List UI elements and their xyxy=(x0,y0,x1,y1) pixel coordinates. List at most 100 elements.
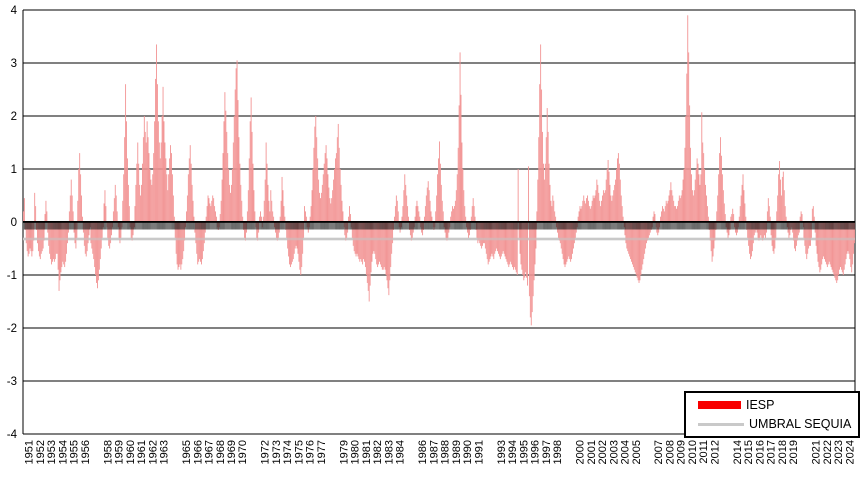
iesp-bar xyxy=(206,206,208,222)
month-tick xyxy=(799,222,801,230)
iesp-bar xyxy=(680,195,682,222)
month-tick xyxy=(189,222,191,230)
month-tick xyxy=(62,222,63,230)
x-axis-year-label: 1975 xyxy=(294,440,306,464)
iesp-bar xyxy=(553,200,555,222)
iesp-bar xyxy=(610,195,612,222)
month-tick xyxy=(764,222,765,230)
iesp-bar xyxy=(380,222,382,268)
iesp-bar xyxy=(462,169,464,222)
month-tick xyxy=(99,222,101,230)
month-tick xyxy=(551,222,552,230)
iesp-bar xyxy=(125,84,127,222)
month-tick xyxy=(565,222,567,230)
iesp-bar xyxy=(697,163,699,222)
iesp-bar xyxy=(771,222,773,246)
month-tick xyxy=(171,222,172,230)
iesp-bar xyxy=(385,222,387,275)
month-tick xyxy=(67,222,68,230)
month-tick xyxy=(692,222,694,230)
month-tick xyxy=(785,222,787,230)
iesp-bar xyxy=(716,211,718,222)
month-tick xyxy=(322,222,324,230)
iesp-bar xyxy=(268,200,270,222)
iesp-bar xyxy=(521,222,523,270)
iesp-bar xyxy=(528,222,530,297)
iesp-bar xyxy=(403,190,405,222)
x-axis-year-label: 1963 xyxy=(159,440,171,464)
month-tick xyxy=(607,222,609,230)
month-tick xyxy=(527,222,528,230)
month-tick xyxy=(293,222,295,230)
month-tick xyxy=(70,222,72,230)
iesp-bar xyxy=(362,222,364,265)
month-tick xyxy=(128,222,130,230)
iesp-bar xyxy=(701,112,703,222)
month-tick xyxy=(180,222,181,230)
month-tick xyxy=(728,222,730,230)
month-tick xyxy=(770,222,772,230)
iesp-bar xyxy=(193,216,195,222)
iesp-bar xyxy=(555,216,557,222)
iesp-bar xyxy=(470,216,472,222)
iesp-bar xyxy=(507,222,509,265)
iesp-bar xyxy=(280,200,282,222)
iesp-bar xyxy=(23,211,24,222)
month-tick xyxy=(205,222,207,230)
month-tick xyxy=(185,222,186,230)
month-tick xyxy=(33,222,34,230)
month-tick xyxy=(100,222,102,230)
month-tick xyxy=(805,222,806,230)
iesp-bar xyxy=(298,222,300,262)
month-tick xyxy=(632,222,634,230)
iesp-bar xyxy=(192,200,194,222)
month-tick xyxy=(381,222,383,230)
iesp-bar xyxy=(370,222,372,273)
iesp-bar xyxy=(713,222,715,249)
iesp-bar xyxy=(552,195,554,222)
iesp-bar xyxy=(176,222,178,265)
iesp-bar xyxy=(424,216,425,222)
iesp-bar xyxy=(231,169,233,222)
iesp-bar xyxy=(478,222,480,241)
zero-axis-line xyxy=(23,221,855,223)
iesp-bar xyxy=(317,158,319,222)
iesp-bar xyxy=(349,206,350,222)
month-tick xyxy=(279,222,281,230)
month-tick xyxy=(395,222,397,230)
iesp-bar xyxy=(530,222,532,326)
month-tick xyxy=(23,222,25,230)
month-tick xyxy=(156,222,158,230)
month-tick xyxy=(109,222,110,230)
iesp-bar xyxy=(676,208,677,222)
iesp-bar xyxy=(200,222,201,262)
month-tick xyxy=(656,222,657,230)
iesp-bar xyxy=(172,195,174,222)
month-tick xyxy=(47,222,48,230)
month-tick xyxy=(840,222,842,230)
iesp-bar xyxy=(578,211,580,222)
month-tick xyxy=(843,222,845,230)
month-tick xyxy=(755,222,757,230)
iesp-bar xyxy=(758,222,760,241)
month-tick xyxy=(840,222,841,230)
iesp-bar xyxy=(714,222,716,241)
x-axis-year-label: 1980 xyxy=(350,440,362,464)
month-tick xyxy=(576,222,578,230)
iesp-bar xyxy=(239,163,241,222)
month-tick xyxy=(316,222,317,230)
month-tick xyxy=(438,222,439,230)
month-tick xyxy=(536,222,537,230)
month-tick xyxy=(457,222,459,230)
month-tick xyxy=(554,222,555,230)
iesp-bar xyxy=(164,142,166,222)
iesp-bar xyxy=(531,222,533,313)
month-tick xyxy=(422,222,423,230)
iesp-bar xyxy=(183,222,185,252)
month-tick xyxy=(338,222,340,230)
iesp-bar xyxy=(536,211,538,222)
iesp-bar xyxy=(189,145,191,222)
iesp-bar xyxy=(108,222,110,246)
month-tick xyxy=(846,222,848,230)
